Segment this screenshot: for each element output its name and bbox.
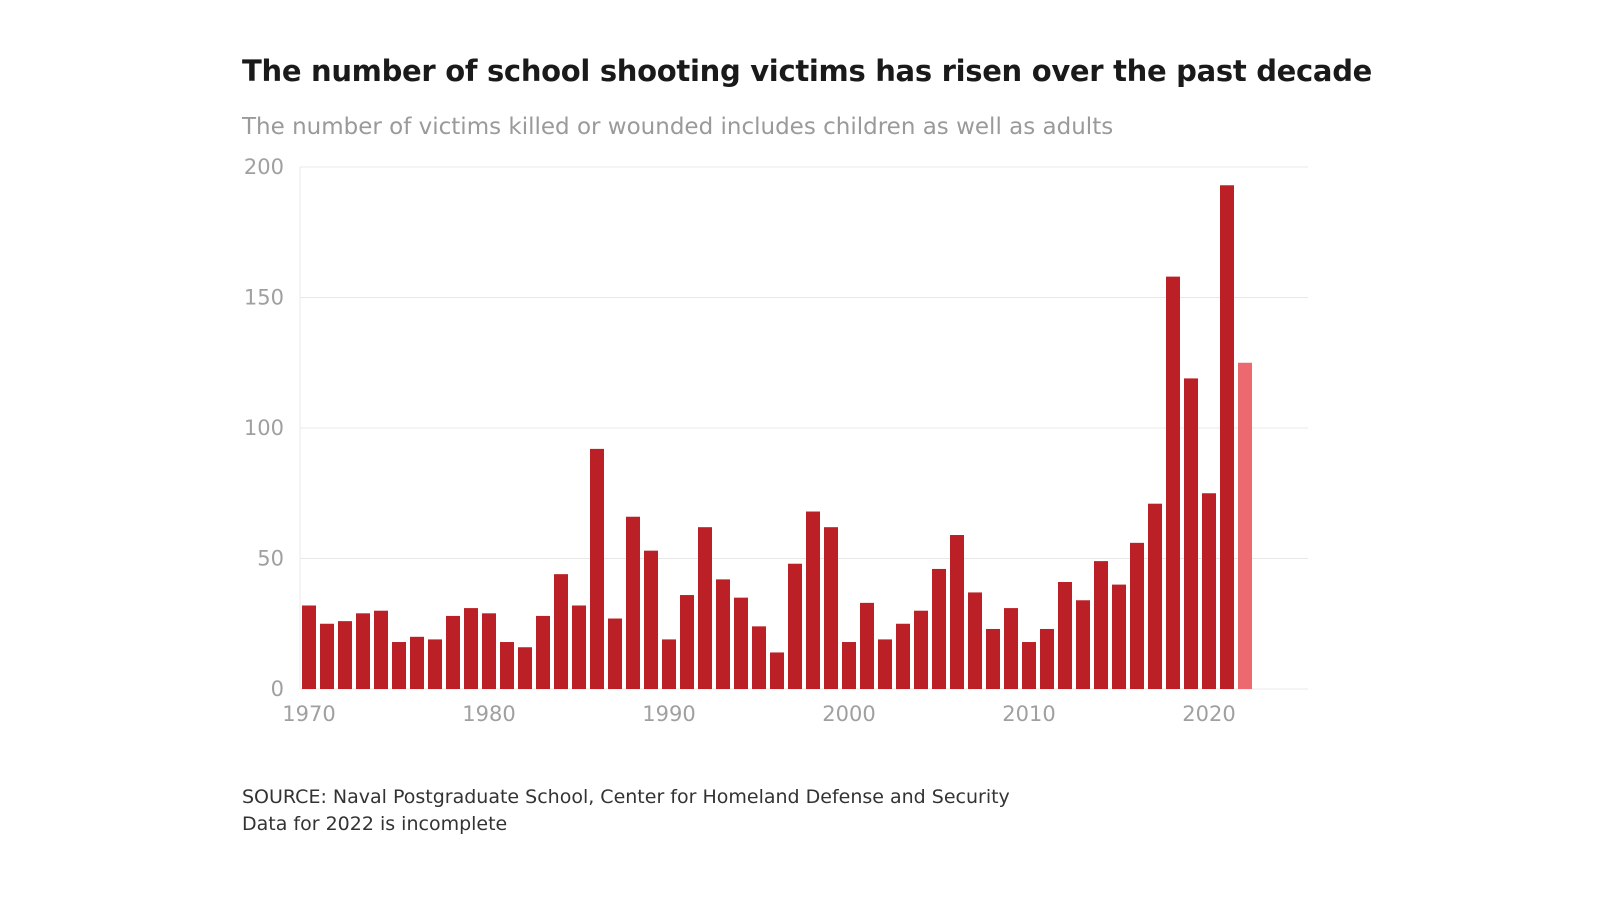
bar-2021: [1220, 185, 1234, 689]
bar-2008: [986, 628, 1000, 689]
bar-2009: [1004, 608, 1018, 689]
bar-1984: [554, 574, 568, 689]
bar-1978: [446, 615, 460, 689]
bar-2014: [1094, 561, 1108, 689]
bar-1977: [428, 639, 442, 689]
bar-1995: [752, 626, 766, 689]
bar-2022: [1238, 362, 1252, 689]
bar-2000: [842, 642, 856, 689]
bar-1970: [302, 605, 316, 689]
bar-2007: [968, 592, 982, 689]
bar-2015: [1112, 584, 1126, 689]
y-tick-label: 50: [257, 547, 284, 571]
chart-footer: SOURCE: Naval Postgraduate School, Cente…: [242, 784, 1010, 838]
y-tick-label: 150: [244, 286, 284, 310]
x-tick-label: 2000: [822, 702, 875, 726]
bar-2010: [1022, 642, 1036, 689]
bar-1972: [338, 621, 352, 689]
bar-2012: [1058, 581, 1072, 689]
bar-1975: [392, 642, 406, 689]
chart-subtitle: The number of victims killed or wounded …: [242, 114, 1114, 140]
bar-1997: [788, 563, 802, 689]
bar-2006: [950, 535, 964, 689]
bar-2020: [1202, 493, 1216, 689]
bar-2017: [1148, 503, 1162, 689]
bar-2018: [1166, 276, 1180, 689]
bar-1971: [320, 623, 334, 689]
bar-1989: [644, 550, 658, 689]
bar-1991: [680, 595, 694, 689]
x-tick-label: 1980: [462, 702, 515, 726]
bar-1981: [500, 642, 514, 689]
chart-title: The number of school shooting victims ha…: [242, 54, 1373, 88]
bar-1987: [608, 618, 622, 689]
bar-1998: [806, 511, 820, 689]
bar-1996: [770, 652, 784, 689]
bar-1973: [356, 613, 370, 689]
bar-2001: [860, 602, 874, 689]
bar-2003: [896, 623, 910, 689]
bar-2019: [1184, 378, 1198, 689]
bar-1993: [716, 579, 730, 689]
y-tick-label: 200: [244, 155, 284, 179]
source-note: SOURCE: Naval Postgraduate School, Cente…: [242, 786, 1010, 808]
bar-2002: [878, 639, 892, 689]
bar-2016: [1130, 542, 1144, 689]
bar-1988: [626, 516, 640, 689]
x-tick-label: 2020: [1182, 702, 1235, 726]
y-tick-label: 0: [271, 677, 284, 701]
bar-1990: [662, 639, 676, 689]
bar-2005: [932, 568, 946, 689]
y-tick-label: 100: [244, 416, 284, 440]
bar-1986: [590, 448, 604, 689]
bar-1992: [698, 527, 712, 689]
bar-2004: [914, 610, 928, 689]
bar-1979: [464, 608, 478, 689]
bar-1976: [410, 636, 424, 689]
bar-1994: [734, 597, 748, 689]
bar-1999: [824, 527, 838, 689]
x-tick-label: 2010: [1002, 702, 1055, 726]
bar-1982: [518, 647, 532, 689]
bar-2011: [1040, 628, 1054, 689]
bar-1974: [374, 610, 388, 689]
bar-1980: [482, 613, 496, 689]
bar-2013: [1076, 600, 1090, 689]
incomplete-data-note: Data for 2022 is incomplete: [242, 813, 508, 835]
bar-1983: [536, 615, 550, 689]
bar-1985: [572, 605, 586, 689]
x-tick-label: 1990: [642, 702, 695, 726]
x-tick-label: 1970: [282, 702, 335, 726]
